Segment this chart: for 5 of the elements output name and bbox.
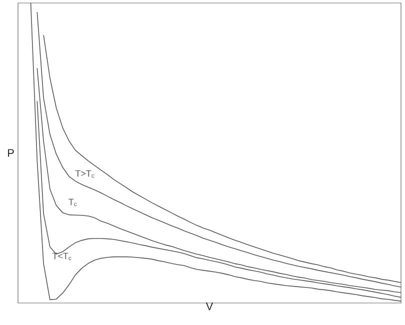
annotation: T$_{c}$ [68, 198, 77, 206]
y-axis-title: P [8, 149, 14, 157]
annotation: T<T$_{c}$ [52, 252, 72, 260]
annotation: T>T$_{c}$ [75, 170, 94, 178]
x-axis-title: V [206, 302, 214, 310]
